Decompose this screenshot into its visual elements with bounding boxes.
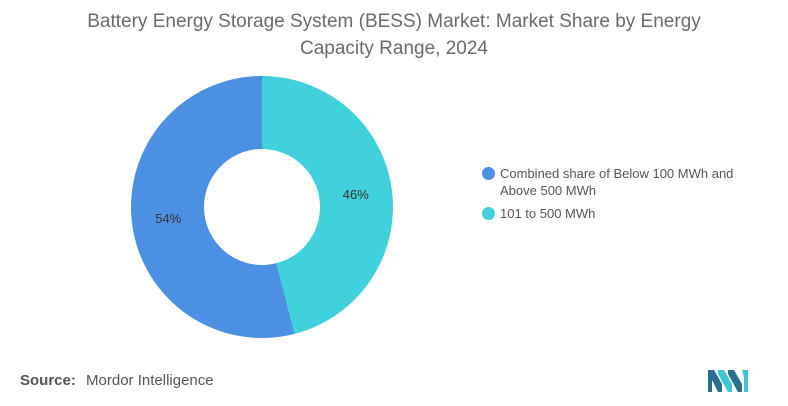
donut-slice-0 (262, 76, 393, 334)
legend-item-combined: Combined share of Below 100 MWh and Abov… (482, 165, 782, 199)
legend-swatch-combined (482, 167, 495, 180)
donut-slice-label-0: 46% (343, 187, 369, 202)
donut-slice-1 (130, 76, 295, 338)
source-note: Source: Mordor Intelligence (20, 372, 214, 389)
donut-slice-label-1: 54% (155, 211, 181, 226)
legend: Combined share of Below 100 MWh and Abov… (482, 165, 782, 228)
legend-label-101-500: 101 to 500 MWh (500, 206, 596, 221)
source-value: Mordor Intelligence (86, 372, 214, 389)
chart-title-line-2: Capacity Range, 2024 (299, 38, 488, 59)
legend-swatch-101-500 (482, 207, 495, 220)
chart-title-line-1: Battery Energy Storage System (BESS) Mar… (87, 11, 701, 32)
legend-label-combined: Combined share of Below 100 MWh and Abov… (500, 166, 734, 198)
mordor-intelligence-logo-icon (708, 370, 748, 392)
legend-item-101-500: 101 to 500 MWh (482, 205, 782, 222)
chart-title: Battery Energy Storage System (BESS) Mar… (60, 8, 728, 62)
source-label: Source: (20, 372, 76, 389)
